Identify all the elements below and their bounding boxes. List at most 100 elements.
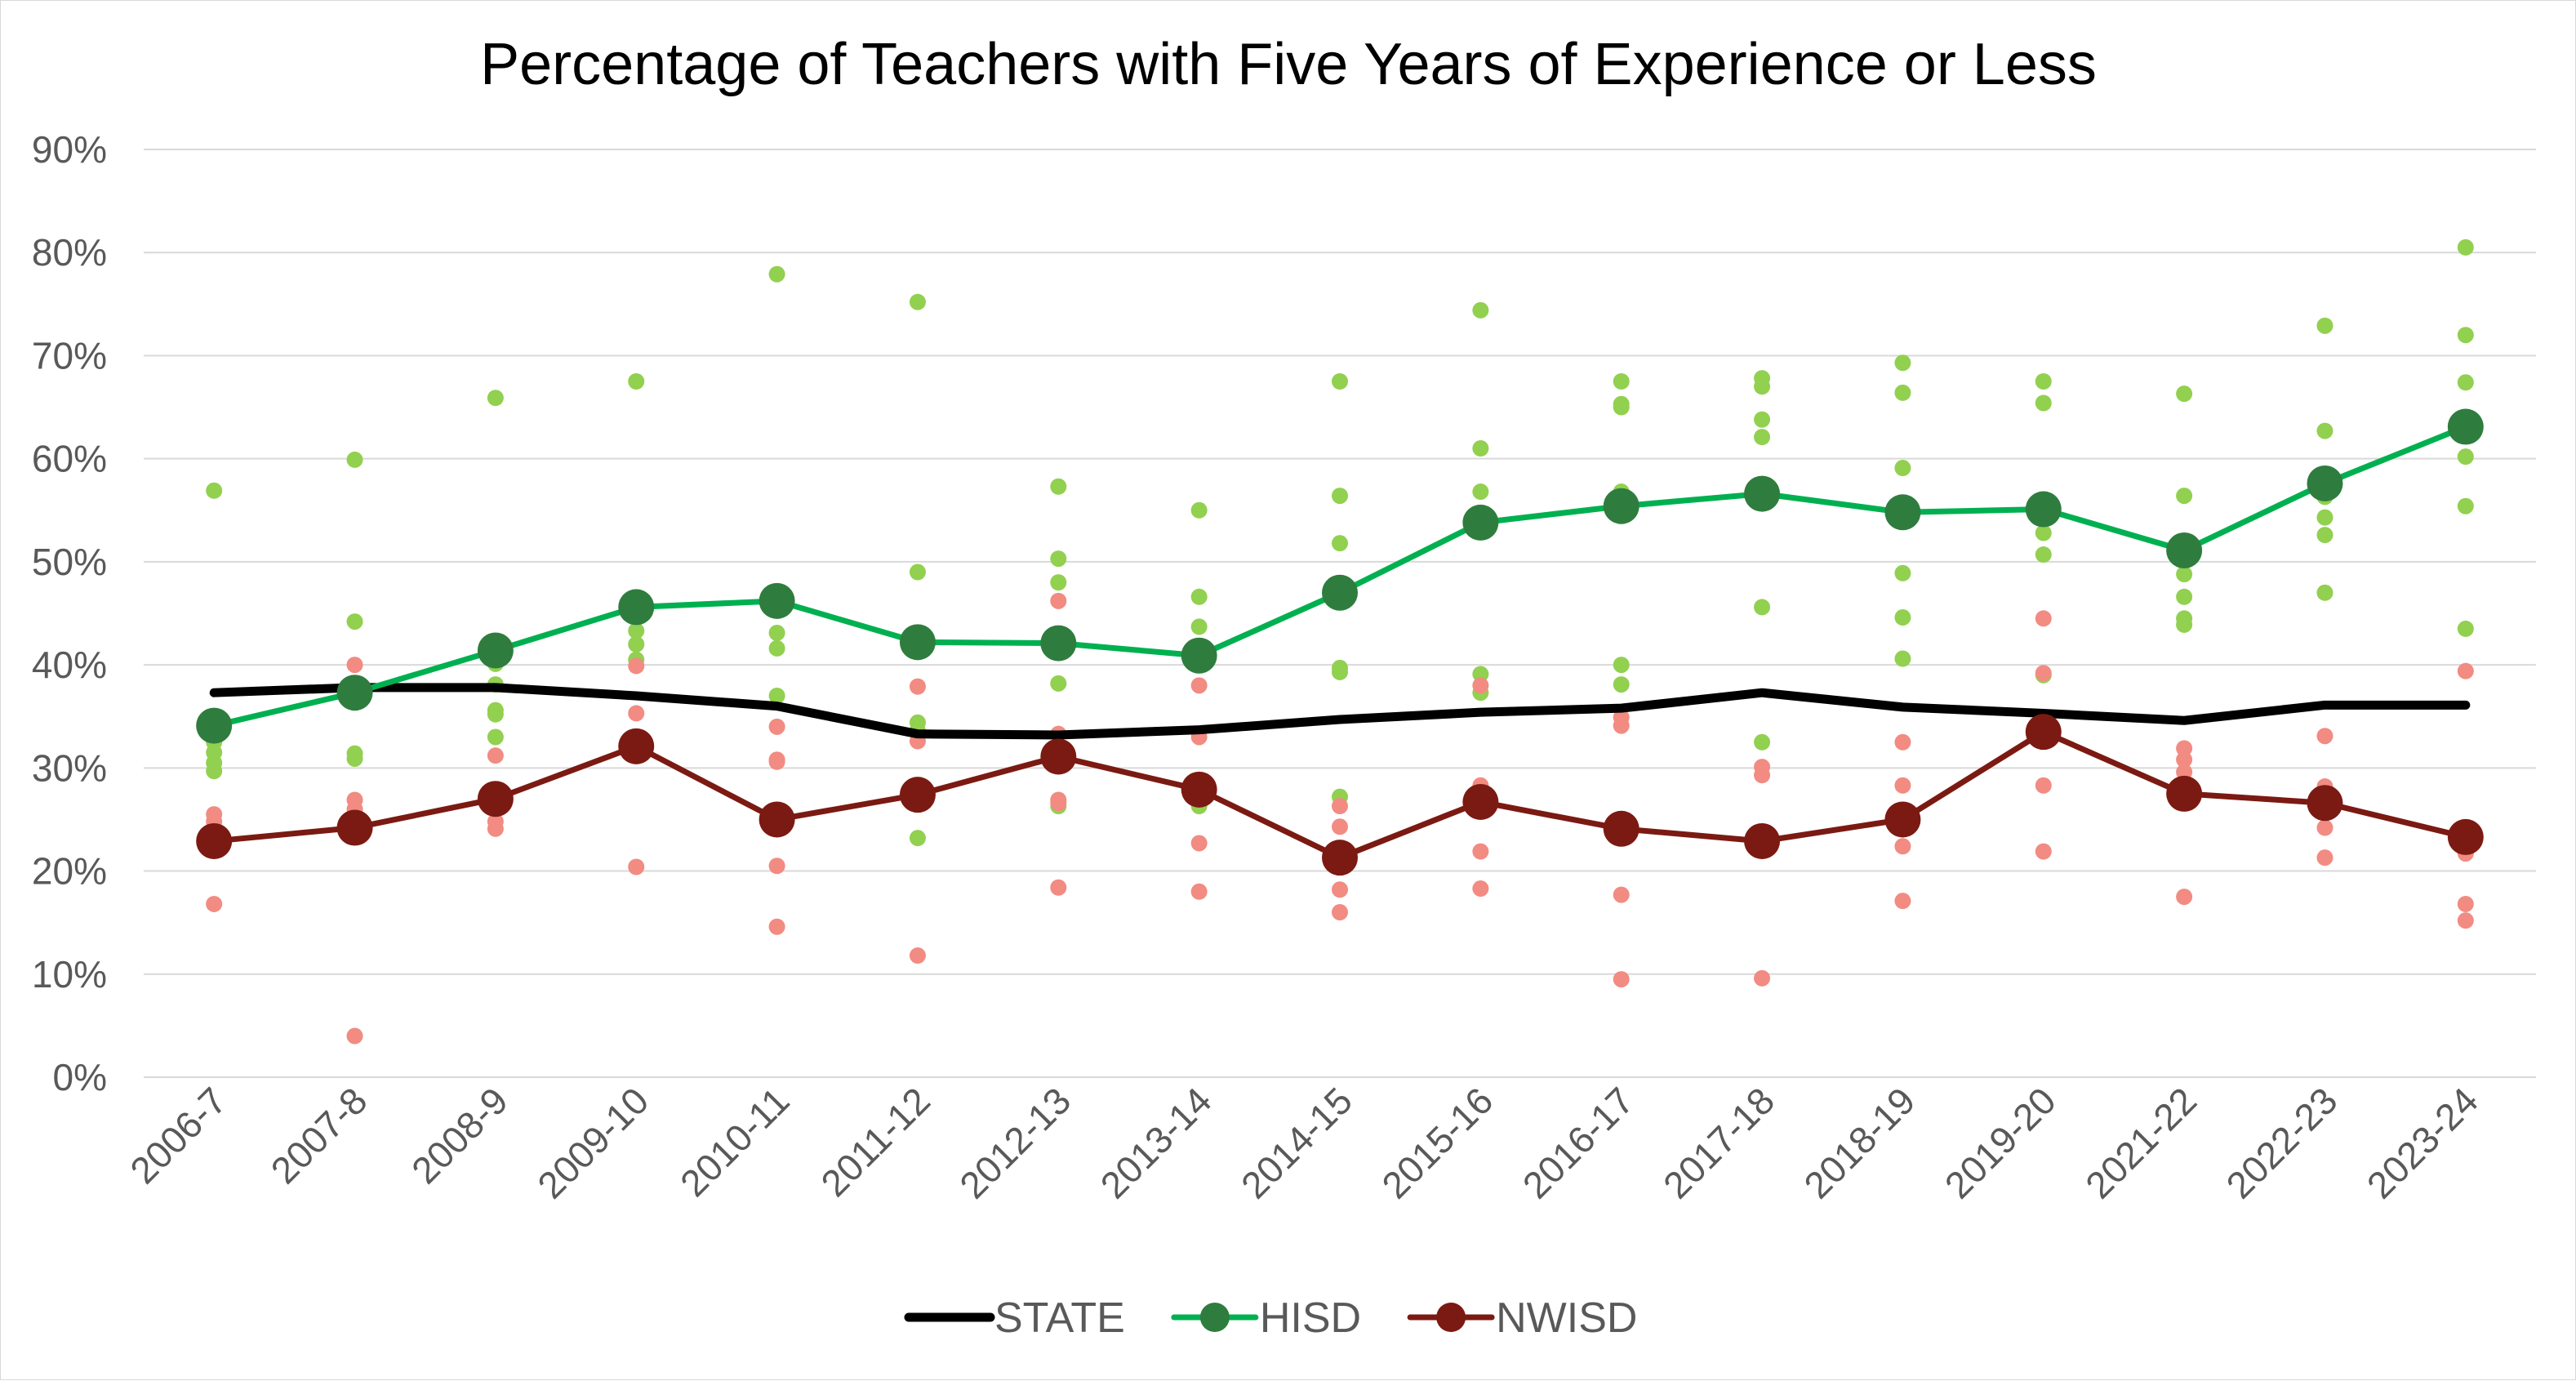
x-tick-label: 2013-14 (1092, 1079, 1220, 1206)
scatter-point (2457, 895, 2474, 912)
legend-label-nwisd: NWISD (1496, 1294, 1637, 1342)
data-point-hisd (2025, 491, 2062, 528)
scatter-point (1894, 354, 1911, 372)
scatter-point (1332, 881, 1348, 898)
scatter-point (2176, 385, 2193, 403)
data-point-nwisd (1744, 822, 1781, 859)
scatter-point (1472, 483, 1489, 501)
x-tick-label: 2021-22 (2077, 1079, 2205, 1206)
scatter-point (768, 624, 785, 641)
scatter-point (1050, 550, 1067, 568)
scatter-point (909, 564, 926, 581)
data-point-nwisd (336, 809, 373, 846)
scatter-point (1894, 777, 1911, 794)
scatter-point (487, 820, 504, 837)
scatter-point (1613, 886, 1630, 903)
data-point-hisd (1603, 488, 1639, 524)
x-tick-label: 2007-8 (263, 1079, 376, 1192)
data-point-nwisd (2166, 775, 2203, 812)
scatter-point (1332, 373, 1348, 390)
data-point-hisd (759, 582, 795, 619)
scatter-points (206, 238, 2474, 1045)
scatter-point (2035, 610, 2052, 627)
scatter-point (2176, 616, 2193, 633)
scatter-point (2457, 620, 2474, 637)
scatter-point (1613, 717, 1630, 734)
scatter-point (1050, 592, 1067, 609)
scatter-point (2316, 584, 2334, 601)
scatter-point (628, 622, 645, 639)
scatter-point (768, 753, 785, 770)
scatter-point (768, 918, 785, 935)
scatter-point (1613, 657, 1630, 674)
scatter-point (1050, 574, 1067, 591)
scatter-point (909, 293, 926, 310)
data-point-hisd (2307, 465, 2343, 501)
scatter-point (2176, 588, 2193, 605)
scatter-point (1754, 599, 1771, 616)
data-point-nwisd (1322, 840, 1358, 876)
data-point-nwisd (759, 801, 795, 838)
scatter-point (1050, 478, 1067, 495)
scatter-point (2035, 394, 2052, 412)
scatter-point (1190, 677, 1208, 694)
scatter-point (2176, 740, 2193, 757)
x-tick-label: 2011-12 (812, 1079, 938, 1205)
scatter-point (487, 747, 504, 764)
scatter-point (1613, 399, 1630, 416)
scatter-point (2035, 546, 2052, 564)
x-tick-label: 2008-9 (403, 1079, 516, 1192)
scatter-point (1894, 893, 1911, 910)
scatter-point (628, 657, 645, 675)
scatter-point (2316, 317, 2334, 334)
y-tick-label: 70% (32, 334, 107, 376)
scatter-point (2316, 728, 2334, 745)
scatter-point (206, 763, 223, 780)
scatter-point (2316, 849, 2334, 866)
data-point-hisd (196, 707, 233, 744)
y-tick-label: 0% (53, 1056, 107, 1098)
y-tick-label: 80% (32, 231, 107, 274)
scatter-point (346, 750, 363, 767)
y-tick-label: 40% (32, 644, 107, 686)
scatter-point (768, 687, 785, 704)
data-point-nwisd (618, 728, 655, 764)
scatter-point (346, 613, 363, 630)
scatter-point (1472, 880, 1489, 898)
scatter-point (2035, 843, 2052, 860)
series-line-state (209, 683, 2471, 740)
scatter-point (1754, 411, 1771, 428)
data-point-nwisd (899, 777, 936, 813)
scatter-point (1472, 301, 1489, 319)
scatter-point (1894, 384, 1911, 401)
data-point-nwisd (1603, 810, 1639, 847)
scatter-point (1754, 969, 1771, 987)
scatter-point (628, 635, 645, 653)
x-tick-label: 2012-13 (951, 1079, 1079, 1206)
scatter-point (2457, 238, 2474, 256)
data-point-nwisd (1181, 771, 1217, 808)
data-point-hisd (2447, 408, 2484, 445)
scatter-point (1332, 663, 1348, 680)
scatter-point (909, 830, 926, 847)
scatter-point (628, 373, 645, 390)
scatter-point (628, 705, 645, 722)
scatter-point (2035, 777, 2052, 794)
scatter-point (1613, 971, 1630, 988)
data-point-nwisd (1462, 783, 1499, 820)
scatter-point (768, 858, 785, 875)
scatter-point (487, 706, 504, 723)
scatter-point (768, 265, 785, 283)
scatter-point (2316, 509, 2334, 526)
scatter-point (1050, 675, 1067, 692)
scatter-point (1190, 501, 1208, 519)
x-tick-label: 2016-17 (1515, 1079, 1642, 1206)
x-tick-label: 2022-23 (2218, 1079, 2345, 1206)
scatter-point (346, 451, 363, 468)
scatter-point (1754, 733, 1771, 751)
scatter-point (1050, 879, 1067, 896)
y-tick-label: 50% (32, 541, 107, 583)
scatter-point (1190, 588, 1208, 605)
legend-label-hisd: HISD (1260, 1294, 1361, 1342)
scatter-point (909, 678, 926, 695)
